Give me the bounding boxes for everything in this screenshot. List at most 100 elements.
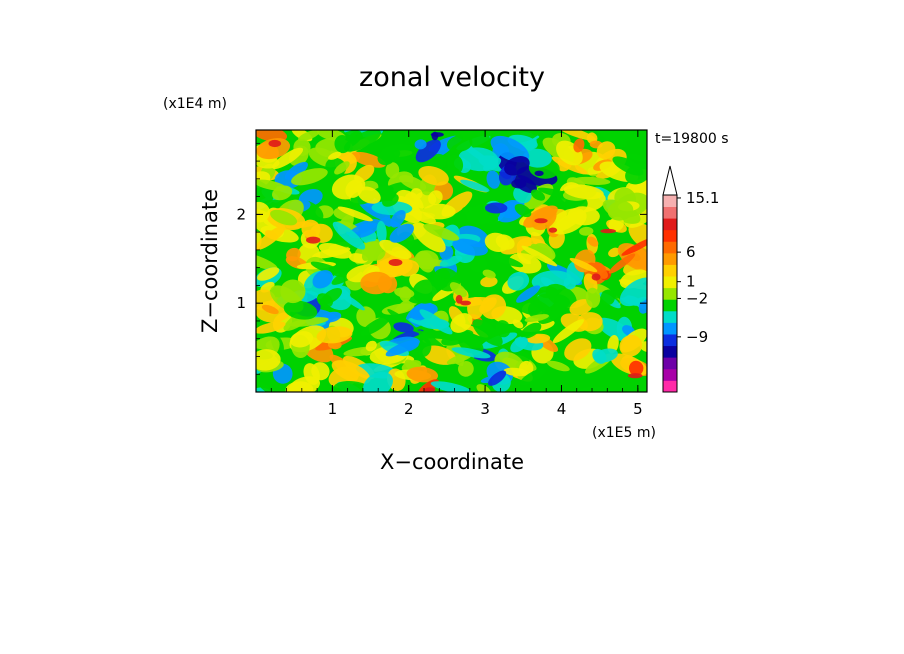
heatmap-cell — [537, 286, 559, 299]
heatmap-cell — [382, 146, 401, 161]
heatmap-cell — [569, 299, 593, 316]
heatmap-cell — [452, 238, 488, 256]
heatmap-cell — [286, 247, 301, 262]
heatmap-cell — [316, 326, 353, 344]
heatmap-cell — [406, 366, 439, 383]
heatmap-cell — [265, 230, 278, 240]
heatmap-cell — [280, 279, 306, 304]
heatmap-cell — [521, 245, 558, 267]
heatmap-cell — [356, 306, 376, 328]
heatmap-cell — [334, 161, 350, 175]
heatmap-cell — [284, 161, 308, 180]
heatmap-cell — [596, 141, 616, 160]
heatmap-cell — [256, 138, 291, 160]
heatmap-cell — [337, 206, 373, 222]
heatmap-core — [534, 218, 548, 224]
heatmap-core — [455, 294, 463, 304]
heatmap-cell — [564, 338, 592, 361]
colorbar-swatch — [663, 310, 677, 323]
heatmap-cell — [414, 250, 439, 270]
heatmap-cell — [272, 147, 304, 170]
x-tick-label: 3 — [480, 400, 490, 418]
heatmap-cell — [446, 154, 464, 175]
heatmap-cell — [298, 130, 320, 141]
heatmap-cell — [437, 268, 451, 281]
colorbar-label: 6 — [686, 243, 696, 261]
heatmap-cell — [551, 211, 584, 233]
heatmap-cells — [256, 130, 647, 392]
heatmap-cell — [488, 370, 507, 386]
heatmap-core — [534, 170, 544, 176]
heatmap-cell — [257, 381, 276, 392]
heatmap-cell — [625, 163, 647, 185]
heatmap-cell — [585, 287, 601, 308]
heatmap-cell — [301, 219, 321, 239]
heatmap-cell — [479, 297, 497, 314]
heatmap-cell — [360, 271, 392, 295]
heatmap-cell — [441, 329, 474, 346]
heatmap-core — [600, 228, 616, 234]
y-axis: 12 — [236, 142, 647, 375]
heatmap-cell — [318, 242, 352, 259]
heatmap-cell — [514, 203, 532, 218]
heatmap-cell — [430, 381, 472, 392]
heatmap-cell — [519, 360, 534, 376]
heatmap-core — [268, 139, 282, 148]
heatmap-cell — [628, 360, 644, 376]
heatmap-cell — [289, 317, 329, 327]
heatmap-cell — [563, 184, 604, 200]
heatmap-cell — [361, 241, 378, 261]
colorbar-swatch — [663, 206, 677, 219]
colorbar-swatch — [663, 345, 677, 358]
x-axis-label: X−coordinate — [380, 450, 524, 474]
heatmap-cell — [256, 130, 288, 142]
heatmap-cell — [256, 252, 278, 271]
heatmap-core — [548, 227, 558, 233]
heatmap-cell — [563, 276, 577, 290]
heatmap-cell — [485, 202, 508, 214]
heatmap-cell — [508, 253, 542, 274]
heatmap-core — [306, 236, 321, 244]
heatmap-cell — [261, 304, 279, 315]
heatmap-cell — [321, 287, 343, 305]
y-unit-label: (x1E4 m) — [163, 96, 227, 112]
y-tick-label: 2 — [236, 205, 246, 223]
heatmap-cell — [256, 321, 286, 334]
colorbar-swatch — [663, 276, 677, 289]
colorbar-swatch — [663, 380, 677, 393]
heatmap-cell — [339, 292, 365, 311]
heatmap-cell — [414, 139, 427, 150]
heatmap-cell — [577, 312, 603, 332]
colorbar-label: 1 — [686, 273, 696, 291]
heatmap-field — [256, 130, 647, 392]
heatmap-cell — [399, 175, 427, 191]
heatmap-cell — [476, 384, 491, 392]
heatmap-cell — [451, 347, 491, 359]
heatmap-cell — [311, 362, 330, 381]
heatmap-cell — [621, 237, 647, 256]
x-axis: 1 2 3 4 5 — [270, 130, 643, 418]
heatmap-cell — [599, 130, 628, 148]
plot-frame — [255, 129, 648, 393]
heatmap-cell — [472, 319, 503, 347]
heatmap-cell — [412, 222, 446, 253]
heatmap-cell — [486, 170, 501, 189]
heatmap-cell — [608, 247, 621, 258]
heatmap-cell — [390, 210, 406, 228]
heatmap-cell — [270, 209, 298, 226]
heatmap-cell — [600, 289, 615, 305]
heatmap-cell — [573, 138, 585, 153]
heatmap-cell — [460, 179, 490, 192]
heatmap-cell — [512, 319, 524, 329]
colorbar-swatch — [663, 252, 677, 265]
heatmap-cell — [495, 234, 515, 250]
heatmap-cell — [385, 162, 400, 179]
colorbar-swatch — [663, 322, 677, 335]
heatmap-cell — [256, 201, 270, 223]
heatmap-cell — [257, 267, 280, 281]
heatmap-cell — [283, 300, 318, 320]
heatmap-cell — [574, 176, 611, 185]
heatmap-cell — [376, 220, 387, 244]
x-tick-label: 4 — [557, 400, 567, 418]
heatmap-cell — [365, 340, 377, 352]
